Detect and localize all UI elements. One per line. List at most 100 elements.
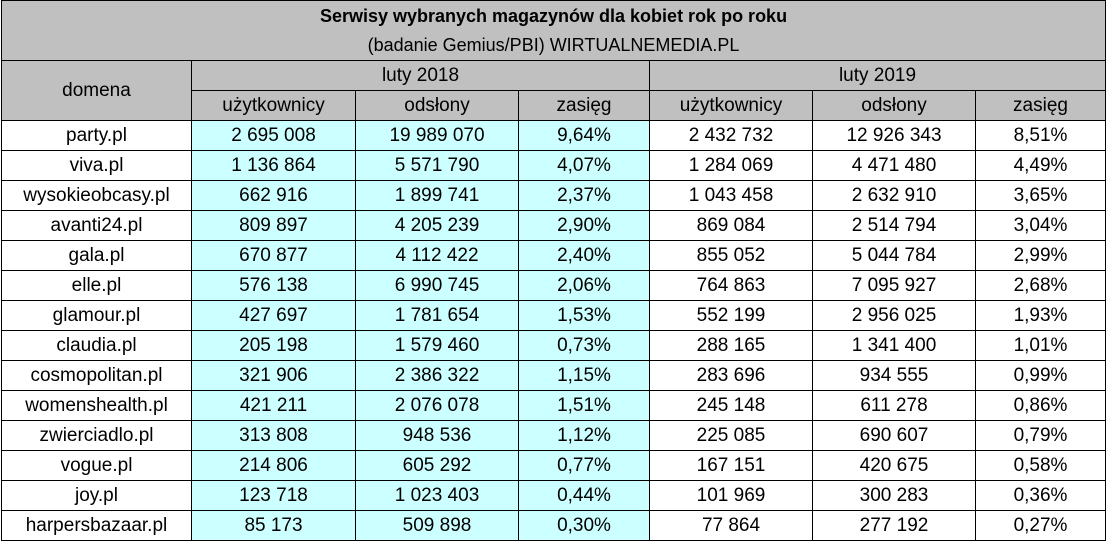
cell-domain: viva.pl	[1, 150, 192, 181]
col-header-reach-2018: zasięg	[518, 90, 650, 121]
cell-views-2018: 1 899 741	[355, 180, 519, 211]
cell-users-2018: 2 695 008	[191, 120, 356, 151]
cell-views-2019: 4 471 480	[812, 150, 976, 181]
table-row: wysokieobcasy.pl 662 916 1 899 741 2,37% 1 0…	[1, 180, 1107, 211]
cell-reach-2019: 0,86%	[974, 390, 1107, 421]
table-row: claudia.pl 205 198 1 579 460 0,73% 288 165 1 …	[1, 330, 1107, 361]
cell-views-2018: 5 571 790	[355, 150, 519, 181]
table-subtitle: (badanie Gemius/PBI) WIRTUALNEMEDIA.PL	[0, 31, 1107, 61]
cell-reach-2018: 1,53%	[518, 300, 650, 331]
cell-reach-2018: 0,30%	[518, 510, 650, 541]
cell-users-2019: 2 432 732	[649, 120, 813, 151]
cell-reach-2019: 0,58%	[974, 450, 1107, 481]
cell-views-2018: 4 112 422	[355, 240, 519, 271]
cell-views-2018: 1 579 460	[355, 330, 519, 361]
cell-domain: gala.pl	[1, 240, 192, 271]
cell-domain: zwierciadlo.pl	[1, 420, 192, 451]
cell-reach-2019: 0,99%	[974, 360, 1107, 391]
cell-users-2018: 205 198	[191, 330, 356, 361]
domain-header: domena	[1, 60, 192, 121]
cell-views-2018: 6 990 745	[355, 270, 519, 301]
cell-users-2018: 662 916	[191, 180, 356, 211]
cell-views-2018: 1 023 403	[355, 480, 519, 511]
table-row: glamour.pl 427 697 1 781 654 1,53% 552 199 2 …	[1, 300, 1107, 331]
cell-views-2018: 948 536	[355, 420, 519, 451]
table-row: gala.pl 670 877 4 112 422 2,40% 855 052 5 044…	[1, 240, 1107, 271]
period-header-2019: luty 2019	[648, 60, 1107, 91]
cell-reach-2018: 1,15%	[518, 360, 650, 391]
cell-users-2019: 1 043 458	[649, 180, 813, 211]
cell-views-2019: 12 926 343	[812, 120, 976, 151]
cell-users-2019: 855 052	[649, 240, 813, 271]
cell-reach-2018: 4,07%	[518, 150, 650, 181]
cell-reach-2019: 1,01%	[974, 330, 1107, 361]
cell-reach-2019: 1,93%	[974, 300, 1107, 331]
cell-users-2018: 313 808	[191, 420, 356, 451]
table-body: party.pl 2 695 008 19 989 070 9,64% 2 432 73…	[1, 120, 1107, 541]
cell-users-2018: 809 897	[191, 210, 356, 241]
cell-views-2018: 2 076 078	[355, 390, 519, 421]
cell-users-2019: 225 085	[649, 420, 813, 451]
table-row: avanti24.pl 809 897 4 205 239 2,90% 869 084 2…	[1, 210, 1107, 241]
table-row: party.pl 2 695 008 19 989 070 9,64% 2 432 73…	[1, 120, 1107, 151]
cell-reach-2019: 3,04%	[974, 210, 1107, 241]
cell-domain: party.pl	[1, 120, 192, 151]
table-row: vogue.pl 214 806 605 292 0,77% 167 151 420 67…	[1, 450, 1107, 481]
cell-users-2019: 1 284 069	[649, 150, 813, 181]
cell-domain: vogue.pl	[1, 450, 192, 481]
cell-views-2018: 1 781 654	[355, 300, 519, 331]
cell-domain: womenshealth.pl	[1, 390, 192, 421]
cell-domain: glamour.pl	[1, 300, 192, 331]
cell-users-2019: 245 148	[649, 390, 813, 421]
cell-users-2019: 283 696	[649, 360, 813, 391]
cell-views-2019: 2 514 794	[812, 210, 976, 241]
cell-domain: joy.pl	[1, 480, 192, 511]
cell-reach-2019: 2,99%	[974, 240, 1107, 271]
cell-reach-2018: 2,06%	[518, 270, 650, 301]
cell-users-2018: 427 697	[191, 300, 356, 331]
cell-domain: cosmopolitan.pl	[1, 360, 192, 391]
cell-users-2018: 321 906	[191, 360, 356, 391]
cell-reach-2019: 0,27%	[974, 510, 1107, 541]
cell-reach-2019: 0,79%	[974, 420, 1107, 451]
cell-users-2019: 869 084	[649, 210, 813, 241]
cell-views-2018: 2 386 322	[355, 360, 519, 391]
cell-users-2019: 167 151	[649, 450, 813, 481]
cell-reach-2018: 2,37%	[518, 180, 650, 211]
cell-users-2018: 576 138	[191, 270, 356, 301]
cell-views-2018: 605 292	[355, 450, 519, 481]
cell-reach-2018: 0,73%	[518, 330, 650, 361]
cell-views-2019: 2 956 025	[812, 300, 976, 331]
table-title: Serwisy wybranych magazynów dla kobiet r…	[0, 0, 1107, 31]
cell-domain: claudia.pl	[1, 330, 192, 361]
cell-views-2018: 19 989 070	[355, 120, 519, 151]
table-row: joy.pl 123 718 1 023 403 0,44% 101 969 300 28…	[1, 480, 1107, 511]
cell-reach-2018: 0,77%	[518, 450, 650, 481]
col-header-users-2018: użytkownicy	[191, 90, 356, 121]
cell-users-2018: 123 718	[191, 480, 356, 511]
cell-reach-2018: 0,44%	[518, 480, 650, 511]
table-row: zwierciadlo.pl 313 808 948 536 1,12% 225 085…	[1, 420, 1107, 451]
cell-domain: elle.pl	[1, 270, 192, 301]
table-row: elle.pl 576 138 6 990 745 2,06% 764 863 7 095…	[1, 270, 1107, 301]
cell-reach-2019: 3,65%	[974, 180, 1107, 211]
cell-reach-2018: 9,64%	[518, 120, 650, 151]
cell-views-2019: 1 341 400	[812, 330, 976, 361]
cell-users-2019: 288 165	[649, 330, 813, 361]
cell-users-2019: 101 969	[649, 480, 813, 511]
cell-reach-2018: 1,12%	[518, 420, 650, 451]
col-header-views-2018: odsłony	[355, 90, 519, 121]
table-row: cosmopolitan.pl 321 906 2 386 322 1,15% 283 …	[1, 360, 1107, 391]
table-row: harpersbazaar.pl 85 173 509 898 0,30% 77 864…	[1, 510, 1107, 541]
cell-views-2019: 7 095 927	[812, 270, 976, 301]
cell-users-2018: 1 136 864	[191, 150, 356, 181]
cell-users-2018: 85 173	[191, 510, 356, 541]
table-row: womenshealth.pl 421 211 2 076 078 1,51% 245 …	[1, 390, 1107, 421]
cell-views-2019: 690 607	[812, 420, 976, 451]
cell-users-2018: 214 806	[191, 450, 356, 481]
cell-views-2019: 611 278	[812, 390, 976, 421]
cell-reach-2018: 2,40%	[518, 240, 650, 271]
cell-views-2019: 300 283	[812, 480, 976, 511]
cell-views-2019: 277 192	[812, 510, 976, 541]
